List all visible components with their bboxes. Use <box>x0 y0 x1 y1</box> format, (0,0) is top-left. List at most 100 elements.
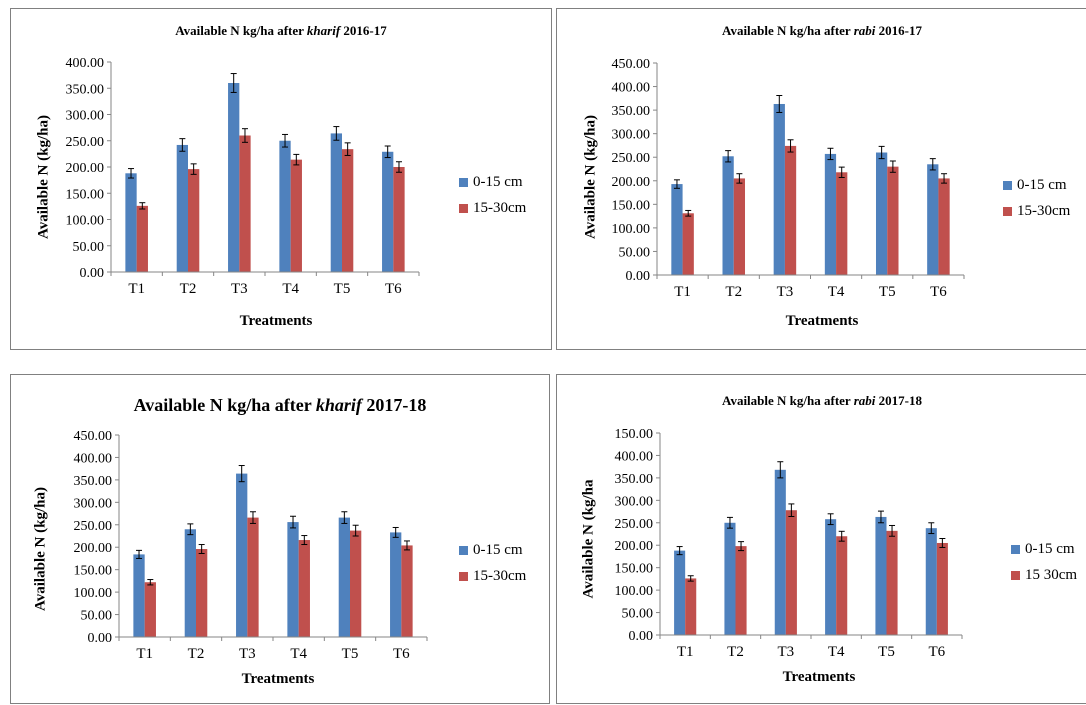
bar <box>936 542 948 635</box>
y-tick-label: 350.00 <box>66 82 105 97</box>
bar <box>184 529 196 637</box>
legend: 0-15 cm 15-30cm <box>459 537 526 589</box>
legend-swatch-red <box>1011 570 1020 580</box>
chart-title: Available N kg/ha after kharif 2016-17 <box>175 23 387 38</box>
legend-label: 15-30cm <box>473 567 527 584</box>
legend-label: 0-15 cm <box>473 541 523 558</box>
legend-entry-15-30cm: 15-30cm <box>459 563 526 589</box>
bar <box>239 135 251 272</box>
x-tick-label: T5 <box>878 644 895 660</box>
x-tick-label: T4 <box>282 281 299 297</box>
bar <box>784 145 797 275</box>
bar <box>836 536 848 635</box>
bar <box>287 522 299 637</box>
y-tick-label: 50.00 <box>622 607 654 622</box>
legend-swatch-blue <box>459 177 468 187</box>
bar-plot: 0.00 50.00 100.00 150.00 200.00 250.00 300.00 3… <box>74 429 428 662</box>
y-tick-label: 50.00 <box>81 609 113 624</box>
bar <box>682 213 694 275</box>
y-tick-label: 100.00 <box>74 586 113 601</box>
y-tick-label: 400.00 <box>66 56 105 71</box>
x-tick-label: T6 <box>393 646 410 662</box>
legend-entry-0-15cm: 0-15 cm <box>459 169 526 195</box>
bar <box>247 517 259 637</box>
y-tick-label: 350.00 <box>74 474 113 489</box>
y-tick-label: 0.00 <box>629 629 654 644</box>
legend-entry-15-30cm: 15-30cm <box>1003 198 1070 224</box>
x-tick-label: T3 <box>239 646 256 662</box>
y-tick-label: 400.00 <box>74 451 113 466</box>
x-tick-label: T5 <box>342 646 359 662</box>
bar <box>722 156 734 275</box>
legend-swatch-blue <box>1011 544 1020 554</box>
y-tick-label: 450.00 <box>612 57 651 72</box>
y-tick-label: 150.00 <box>615 427 654 442</box>
bar <box>887 166 899 275</box>
x-tick-label: T4 <box>828 644 845 660</box>
bar-plot: 0.00 50.00 100.00 150.00 200.00 250.00 300.00 3… <box>66 56 420 297</box>
legend-entry-15-30cm: 15-30cm <box>459 195 526 221</box>
bar <box>350 530 362 637</box>
bar <box>228 83 240 272</box>
bar <box>825 519 837 635</box>
y-tick-label: 100.00 <box>66 214 105 229</box>
y-tick-label: 250.00 <box>615 517 654 532</box>
y-tick-label: 250.00 <box>66 135 105 150</box>
y-tick-label: 300.00 <box>66 109 105 124</box>
legend-entry-0-15cm: 0-15 cm <box>1011 536 1077 562</box>
bar <box>938 178 950 275</box>
bar-plot: 0.00 50.00 100.00 150.00 200.00 250.00 300.00 3… <box>612 57 965 300</box>
bar <box>785 510 797 635</box>
y-tick-label: 350.00 <box>615 472 654 487</box>
x-tick-label: T3 <box>231 281 248 297</box>
bar <box>342 149 354 272</box>
y-tick-label: 150.00 <box>615 562 654 577</box>
x-tick-label: T2 <box>188 646 205 662</box>
x-axis-label: Treatments <box>239 313 313 329</box>
bar <box>390 532 402 637</box>
legend-label: 15-30cm <box>473 199 527 216</box>
bar <box>133 554 145 637</box>
x-tick-label: T2 <box>180 281 197 297</box>
y-tick-label: 150.00 <box>66 187 105 202</box>
bar <box>774 469 786 635</box>
bar <box>735 546 747 635</box>
y-tick-label: 300.00 <box>612 128 651 143</box>
bar <box>279 140 291 272</box>
bar <box>733 178 746 275</box>
x-axis-label: Treatments <box>785 313 859 329</box>
bar <box>401 545 413 637</box>
y-tick-label: 300.00 <box>615 494 654 509</box>
y-tick-label: 400.00 <box>615 449 654 464</box>
bar <box>927 164 939 275</box>
y-tick-label: 300.00 <box>74 496 113 511</box>
bar <box>188 169 200 272</box>
y-tick-label: 0.00 <box>88 631 113 646</box>
x-tick-label: T5 <box>334 281 351 297</box>
bar <box>773 103 785 275</box>
legend-swatch-blue <box>459 545 468 555</box>
bar <box>925 528 937 635</box>
bar <box>136 205 148 272</box>
chart-title: Available N kg/ha after rabi 2016-17 <box>722 23 922 38</box>
legend-swatch-red <box>459 203 468 213</box>
legend: 0-15 cm 15 30cm <box>1011 536 1077 588</box>
legend-entry-0-15cm: 0-15 cm <box>1003 172 1070 198</box>
y-tick-label: 200.00 <box>66 161 105 176</box>
legend-label: 15-30cm <box>1017 202 1071 219</box>
y-tick-label: 450.00 <box>74 429 113 444</box>
bar <box>724 522 736 635</box>
x-axis-label: Treatments <box>241 671 315 687</box>
bar <box>298 540 310 637</box>
y-tick-label: 200.00 <box>612 175 651 190</box>
x-axis-label: Treatments <box>782 669 856 685</box>
x-tick-label: T1 <box>136 646 153 662</box>
legend: 0-15 cm 15-30cm <box>459 169 526 221</box>
chart-panel-2: Available N kg/ha after rabi 2016-17 Ava… <box>556 8 1086 350</box>
chart-panel-3: Available N kg/ha after kharif 2017-18 A… <box>10 374 550 704</box>
bar <box>685 578 697 635</box>
legend-swatch-blue <box>1003 180 1012 190</box>
bar <box>196 549 208 637</box>
y-tick-label: 100.00 <box>615 584 654 599</box>
x-tick-label: T1 <box>674 284 691 300</box>
